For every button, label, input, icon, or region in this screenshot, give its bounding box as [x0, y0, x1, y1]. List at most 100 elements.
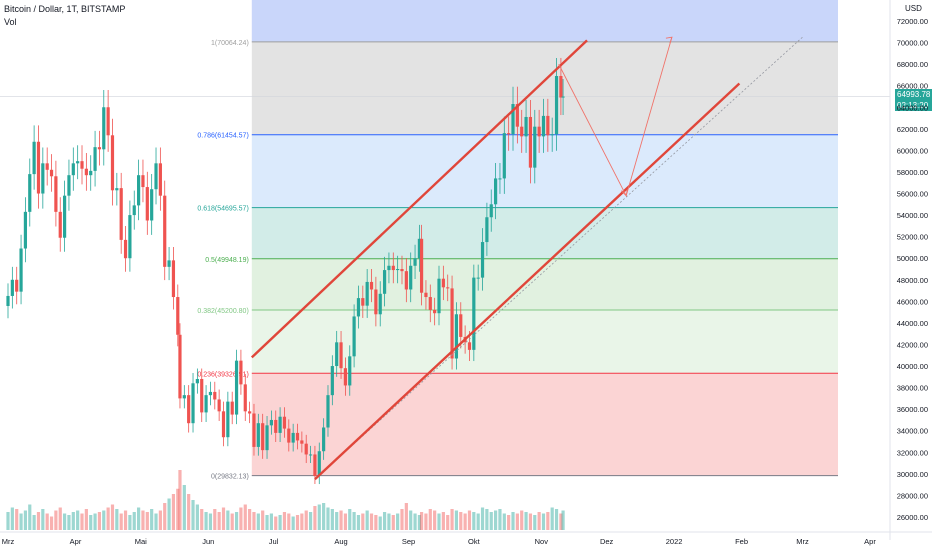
time-tick-label: 2022: [666, 537, 683, 546]
volume-bar: [58, 507, 62, 530]
candle-body: [400, 269, 404, 272]
volume-bar: [67, 515, 71, 530]
volume-bar: [132, 512, 136, 530]
candle-body: [304, 443, 308, 455]
volume-bar: [515, 513, 519, 530]
candle-body: [300, 440, 304, 444]
volume-bar: [123, 510, 128, 530]
countdown-timer: 02:13:20: [897, 101, 929, 110]
volume-bar: [382, 512, 387, 530]
volume-bar: [537, 512, 541, 530]
candle-body: [150, 189, 154, 221]
volume-bar: [339, 510, 343, 530]
price-tick-label: 66000.00: [897, 82, 928, 91]
time-tick-label: Feb: [735, 537, 748, 546]
fib-zone: [251, 207, 838, 259]
volume-bar: [317, 504, 321, 530]
candle-body: [308, 454, 313, 456]
candle-body: [326, 395, 330, 428]
fib-level-label: 0.236(39326.91): [197, 371, 248, 378]
candle-body: [80, 161, 84, 169]
candle-body: [446, 287, 450, 289]
candle-body: [36, 141, 41, 194]
candle-body: [413, 258, 417, 266]
candle-body: [167, 260, 171, 267]
volume-bar: [261, 510, 265, 530]
candle-body: [550, 134, 554, 136]
volume-bar: [182, 485, 186, 530]
current-price-badge: 64993.78 02:13:20: [895, 89, 932, 111]
candle-body: [145, 187, 149, 221]
volume-bar: [561, 510, 565, 530]
candle-body: [454, 314, 459, 359]
candle-body: [498, 178, 502, 180]
volume-bar: [450, 509, 454, 530]
volume-bar: [49, 516, 54, 530]
volume-bar: [409, 510, 413, 530]
price-tick-label: 36000.00: [897, 405, 928, 414]
volume-bar: [463, 513, 467, 530]
candle-body: [137, 175, 141, 206]
volume-bar: [502, 513, 506, 530]
volume-bar: [204, 512, 208, 530]
volume-bar: [274, 516, 278, 530]
candle-body: [15, 279, 19, 292]
projection-arrowhead: [665, 36, 673, 44]
volume-bar: [554, 509, 559, 530]
candle-body: [343, 368, 347, 386]
candle-body: [58, 211, 62, 238]
time-tick-label: Sep: [402, 537, 415, 546]
volume-bar: [252, 512, 256, 530]
volume-bar: [326, 507, 330, 530]
volume-bar: [102, 510, 106, 530]
candle-body: [274, 419, 278, 433]
volume-bar: [278, 515, 282, 530]
candle-body: [278, 416, 282, 433]
volume-bar: [498, 509, 502, 530]
candle-body: [317, 451, 321, 477]
fib-level-label: 0.382(45200.80): [197, 308, 248, 315]
volume-bar: [15, 509, 19, 530]
candle-body: [485, 217, 489, 243]
price-tick-label: 30000.00: [897, 470, 928, 479]
candle-body: [221, 411, 226, 438]
candle-body: [520, 126, 524, 137]
volume-bar: [322, 503, 326, 530]
candle-body: [428, 297, 432, 310]
candle-body: [480, 242, 485, 278]
volume-bar: [404, 503, 408, 530]
volume-bar: [110, 504, 115, 530]
currency-label: USD: [905, 4, 922, 13]
fib-zone: [251, 134, 838, 208]
candle-body: [546, 115, 550, 136]
price-tick-label: 32000.00: [897, 448, 928, 457]
candle-body: [158, 163, 162, 196]
candle-body: [382, 270, 387, 294]
candle-body: [507, 133, 511, 135]
volume-bar: [234, 512, 239, 530]
volume-bar: [528, 513, 533, 530]
candle-body: [533, 126, 537, 168]
time-tick-label: Dez: [600, 537, 614, 546]
candle-body: [433, 309, 437, 314]
volume-bar: [335, 512, 339, 530]
price-tick-label: 56000.00: [897, 190, 928, 199]
volume-bar: [145, 512, 149, 530]
volume-bar: [71, 512, 75, 530]
volume-bar: [23, 510, 28, 530]
candle-body: [171, 260, 176, 298]
candle-body: [287, 428, 291, 443]
volume-bar: [195, 504, 199, 530]
candle-body: [476, 277, 480, 279]
volume-bar: [187, 494, 191, 530]
time-tick-label: Aug: [334, 537, 347, 546]
volume-bar: [28, 504, 32, 530]
candle-body: [176, 297, 180, 335]
candle-body: [62, 195, 67, 238]
volume-bar: [365, 510, 369, 530]
volume-bar: [343, 513, 347, 530]
candle-body: [515, 104, 519, 127]
candle-body: [269, 419, 273, 426]
volume-bar: [167, 498, 171, 530]
